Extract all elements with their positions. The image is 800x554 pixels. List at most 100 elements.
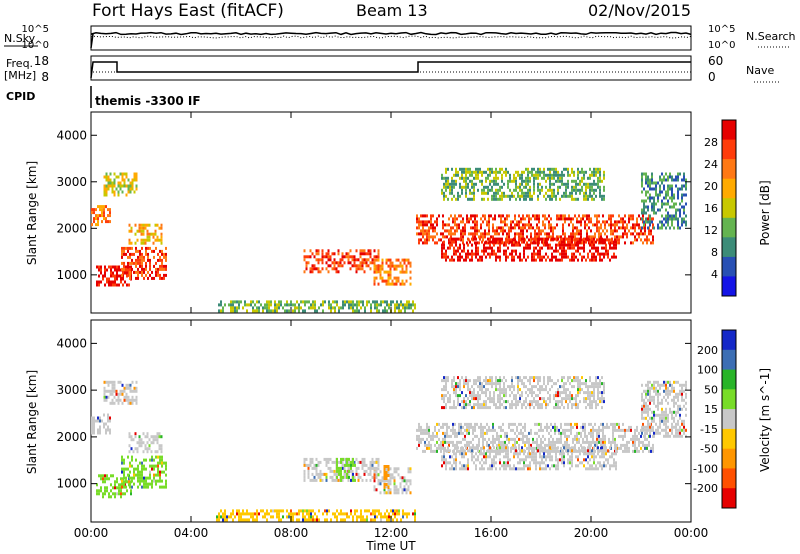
nave-label: Nave [746,64,774,77]
colorbar-tick-label: 16 [704,202,718,215]
colorbar-tick-label: 28 [704,136,718,149]
freq-tick-high: 18 [34,54,49,68]
y-tick-label: 2000 [56,430,87,444]
beam-label: Beam 13 [356,1,428,20]
colorbar-tick-label: 12 [704,224,718,237]
y-tick-label: 2000 [56,221,87,235]
colorbar-swatch [722,237,736,258]
velocity-data-cells [91,376,687,522]
velocity-region-6 [336,457,356,482]
freq-panel: 18 8 60 0 Freq. [MHz] Nave [4,54,780,84]
colorbar-swatch [722,488,736,509]
freq-unit-label: [MHz] [4,69,36,82]
y-tick-label: 1000 [56,268,87,282]
colorbar-swatch [722,178,736,199]
power-panel: 4000 3000 2000 1000 Slant Range [km] [25,111,692,314]
nave-tick-low: 0 [708,70,716,84]
nave-tick-high: 60 [708,54,723,68]
noise-tick-low-right: 10^0 [708,40,735,51]
x-tick-label: 12:00 [374,526,409,540]
power-region-8 [441,237,617,262]
colorbar-swatch [722,330,736,351]
cpid-value: themis -3300 IF [95,94,201,108]
power-region-4 [121,246,167,280]
cpid-row: CPID themis -3300 IF [6,86,201,108]
nsky-line [90,31,692,49]
x-tick-label: 04:00 [174,526,209,540]
velocity-region-9 [416,422,654,453]
velocity-region-1 [103,380,138,405]
colorbar-tick-label: 24 [704,158,718,171]
colorbar-tick-label: -15 [700,423,718,436]
velocity-region-4 [121,455,167,489]
velocity-colorbar-label: Velocity [m s^-1] [758,368,772,472]
power-region-10 [641,172,687,230]
colorbar-tick-label: 200 [697,344,718,357]
velocity-region-2 [128,432,163,454]
power-region-9 [441,167,605,201]
noise-panel: 10^5 10^0 10^5 10^0 N.Sky N.Search [4,24,796,51]
colorbar-swatch [722,349,736,371]
colorbar-swatch [722,389,736,410]
power-region-5 [303,249,380,274]
velocity-ylabel: Slant Range [km] [25,370,39,474]
power-region-2 [128,223,163,245]
y-tick-label: 4000 [56,128,87,142]
x-tick-label: 16:00 [474,526,509,540]
velocity-region-13 [216,509,416,522]
colorbar-tick-label: 4 [711,268,718,281]
velocity-region-8 [383,465,390,489]
power-colorbar: Power [dB] 28 24 20 16 12 8 4 [704,119,772,297]
date-label: 02/Nov/2015 [588,1,691,20]
velocity-colorbar: Velocity [m s^-1] 200 100 50 15 -15 -50 -100 -2… [693,329,772,509]
plot-title: Fort Hays East (fitACF) [92,1,284,21]
velocity-region-0 [91,413,111,435]
freq-label: Freq. [6,57,33,70]
colorbar-swatch [722,448,736,469]
noise-tick-high-right: 10^5 [708,24,735,35]
x-tick-label: 00:00 [674,526,709,540]
x-tick-labels: 00:00 04:00 08:00 12:00 16:00 20:00 00:00 [74,526,709,540]
freq-tick-low: 8 [41,70,49,84]
power-ylabel: Slant Range [km] [25,161,39,265]
velocity-region-12 [641,380,687,438]
colorbar-tick-label: 15 [704,403,718,416]
x-tick-label: 08:00 [274,526,309,540]
colorbar-swatch [722,217,736,238]
colorbar-swatch [722,120,736,141]
colorbar-swatch [722,159,736,180]
y-tick-label: 4000 [56,336,87,350]
colorbar-swatch [722,256,736,277]
colorbar-swatch [722,198,736,219]
power-region-0 [91,205,111,227]
velocity-region-7 [373,467,412,495]
colorbar-tick-label: -200 [693,482,718,495]
colorbar-tick-label: -100 [693,462,718,475]
velocity-region-10 [441,446,617,471]
y-tick-label: 3000 [56,383,87,397]
colorbar-swatch [722,139,736,160]
colorbar-tick-label: 50 [704,383,718,396]
colorbar-tick-label: 100 [697,364,718,377]
power-region-6 [373,258,412,286]
colorbar-swatch [722,409,736,430]
freq-line [90,61,691,79]
colorbar-swatch [722,468,736,489]
y-tick-label: 3000 [56,175,87,189]
power-data-cells [91,167,687,313]
power-region-11 [218,300,416,313]
y-tick-label: 1000 [56,477,87,491]
nsearch-label: N.Search [746,30,796,43]
colorbar-swatch [722,369,736,390]
nsearch-line [90,35,692,39]
velocity-panel: 4000 3000 2000 1000 Slant Range [km] [25,319,692,523]
colorbar-swatch [722,428,736,450]
power-region-1 [103,172,138,197]
cpid-label: CPID [6,90,35,103]
x-tick-label: 20:00 [574,526,609,540]
velocity-region-11 [441,376,605,410]
colorbar-tick-label: -50 [700,443,718,456]
noise-tick-high-left: 10^5 [22,24,49,35]
x-axis-label: Time UT [365,539,416,553]
